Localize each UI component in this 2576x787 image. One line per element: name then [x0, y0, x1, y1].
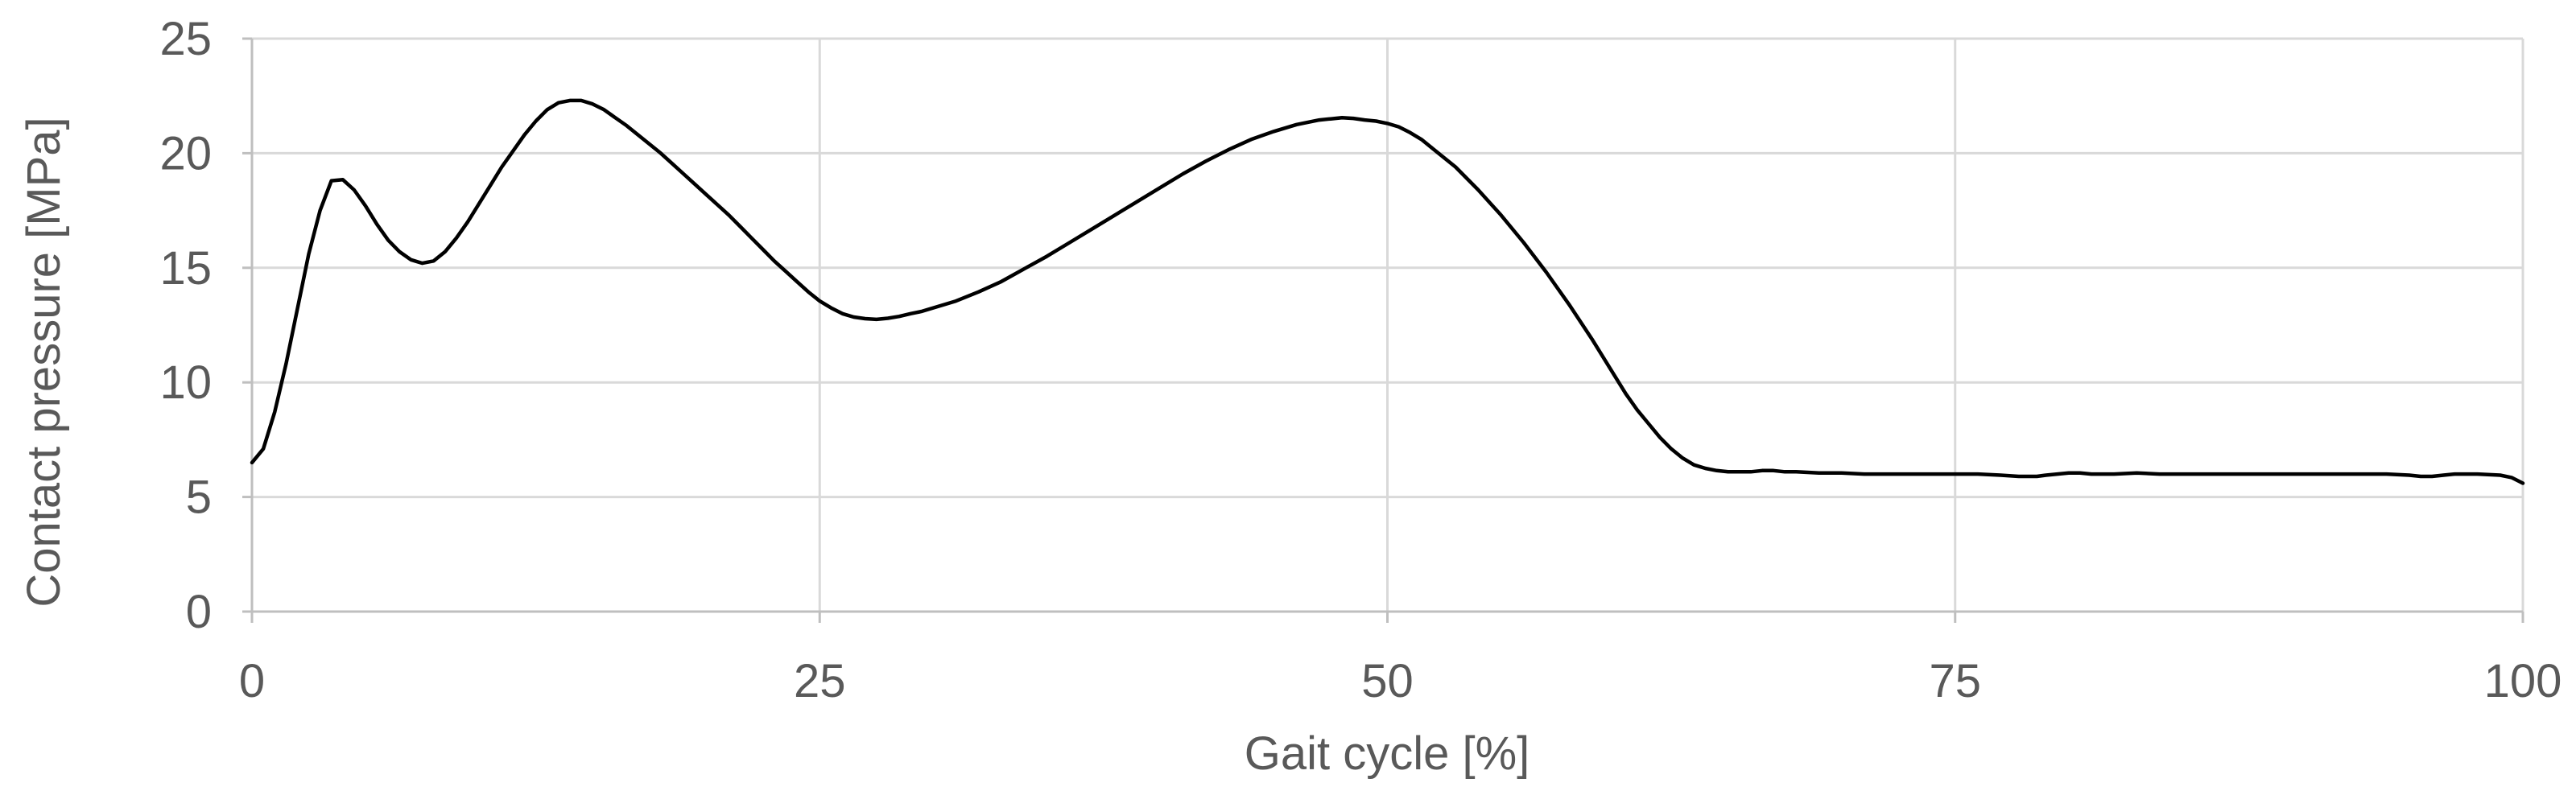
x-tick-label: 50 [1361, 655, 1414, 707]
x-tick-label: 100 [2484, 655, 2562, 707]
y-tick-label: 15 [159, 242, 212, 295]
y-tick-label: 25 [159, 13, 212, 65]
y-tick-label: 10 [159, 356, 212, 409]
y-tick-label: 0 [186, 586, 212, 638]
x-axis-title: Gait cycle [%] [1244, 727, 1530, 780]
x-tick-label: 25 [794, 655, 846, 707]
y-tick-label: 5 [186, 472, 212, 524]
y-tick-label: 20 [159, 127, 212, 179]
x-tick-label: 0 [239, 655, 265, 707]
y-axis-title: Contact pressure [MPa] [18, 117, 71, 608]
series-line [250, 98, 2525, 485]
x-tick-label: 75 [1929, 655, 1981, 707]
